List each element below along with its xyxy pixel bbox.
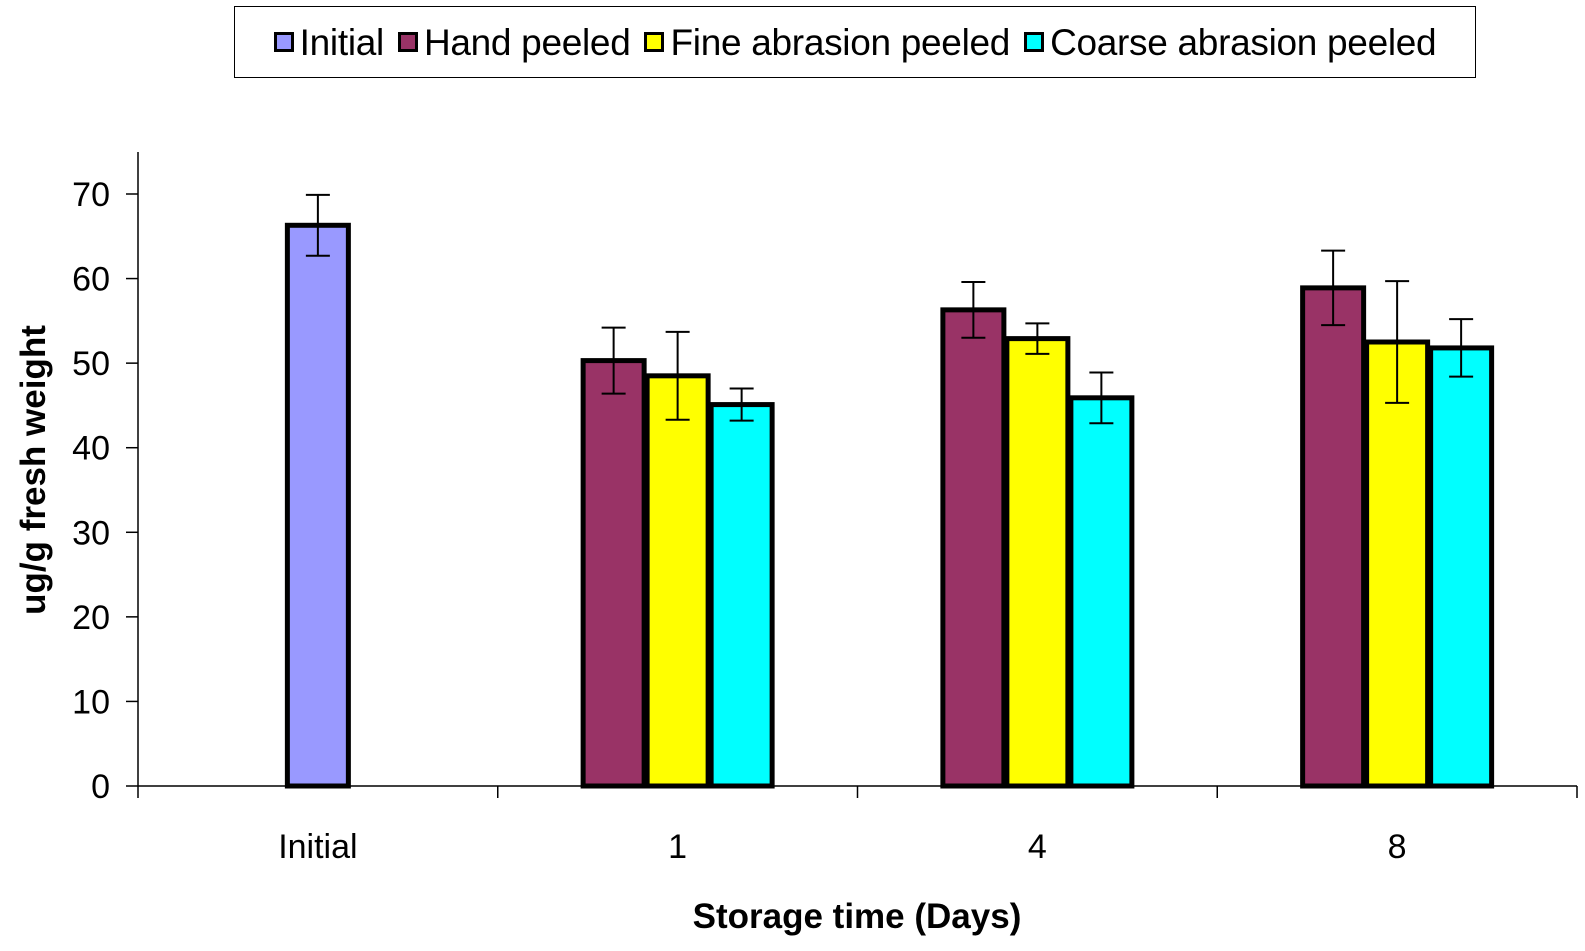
y-tick-label: 40 bbox=[72, 430, 110, 468]
bar bbox=[644, 373, 711, 789]
bar bbox=[284, 222, 351, 789]
x-tick-label: 4 bbox=[1028, 828, 1047, 866]
legend-item-coarse-abrasion: Coarse abrasion peeled bbox=[1024, 21, 1437, 63]
legend-swatch-initial bbox=[273, 32, 294, 52]
y-tick-label: 30 bbox=[72, 514, 110, 552]
legend-item-hand-peeled: Hand peeled bbox=[397, 21, 631, 63]
x-tick-label: Initial bbox=[278, 828, 357, 866]
bar bbox=[1428, 345, 1495, 789]
bar bbox=[1068, 395, 1135, 789]
y-tick-label: 50 bbox=[72, 345, 110, 383]
legend-label-coarse-abrasion: Coarse abrasion peeled bbox=[1050, 21, 1437, 63]
legend-swatch-coarse-abrasion bbox=[1024, 32, 1045, 52]
legend-label-fine-abrasion: Fine abrasion peeled bbox=[670, 21, 1011, 63]
plot-area: 0 10 20 30 40 50 60 70 Initial 1 4 8 bbox=[72, 152, 1578, 866]
legend-item-initial: Initial bbox=[273, 21, 385, 63]
bar bbox=[1300, 285, 1367, 789]
bar bbox=[1004, 336, 1071, 789]
legend-label-initial: Initial bbox=[299, 21, 385, 63]
legend-swatch-hand-peeled bbox=[397, 32, 418, 52]
x-tick-label: 1 bbox=[668, 828, 687, 866]
y-tick-label: 20 bbox=[72, 599, 110, 637]
bar bbox=[708, 402, 775, 789]
legend-item-fine-abrasion: Fine abrasion peeled bbox=[644, 24, 1010, 61]
y-tick-label: 70 bbox=[72, 176, 110, 214]
y-tick-label: 60 bbox=[72, 261, 110, 299]
y-tick-label: 10 bbox=[72, 683, 110, 721]
legend-swatch-fine-abrasion bbox=[644, 32, 665, 52]
bar bbox=[1364, 339, 1431, 789]
bar bbox=[940, 307, 1007, 789]
legend-label-hand-peeled: Hand peeled bbox=[423, 21, 631, 63]
chart-legend: Initial Hand peeled Fine abrasion peeled… bbox=[234, 6, 1476, 78]
bar bbox=[580, 358, 647, 789]
y-axis-title: ug/g fresh weight bbox=[14, 325, 53, 615]
y-tick-label: 0 bbox=[91, 768, 110, 806]
x-tick-label: 8 bbox=[1388, 828, 1407, 866]
x-axis-title: Storage time (Days) bbox=[693, 897, 1022, 936]
